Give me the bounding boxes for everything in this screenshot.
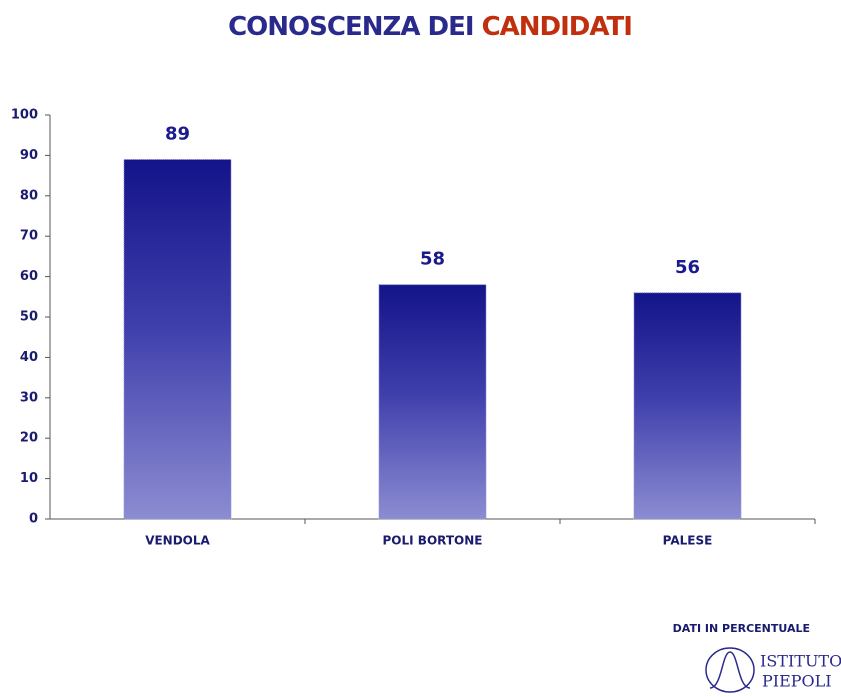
logo-line1: ISTITUTO [760, 652, 841, 671]
y-tick-label: 80 [20, 188, 38, 203]
y-tick-label: 70 [20, 229, 38, 244]
y-tick-label: 10 [20, 471, 38, 486]
y-tick-label: 0 [29, 512, 38, 527]
x-tick-label: POLI BORTONE [383, 534, 483, 548]
y-tick-label: 90 [20, 148, 38, 163]
title-highlight: CANDIDATI [482, 12, 632, 42]
y-tick-label: 30 [20, 390, 38, 405]
bar [123, 158, 232, 520]
x-tick-label: VENDOLA [145, 534, 210, 548]
value-label: 89 [165, 123, 190, 144]
logo: ISTITUTO PIEPOLI [705, 647, 841, 693]
title-main: CONOSCENZA DEI [228, 12, 473, 42]
value-label: 56 [675, 257, 700, 278]
logo-line2: PIEPOLI [762, 672, 832, 691]
y-tick-label: 50 [20, 310, 38, 325]
y-tick-label: 20 [20, 431, 38, 446]
y-tick-label: 60 [20, 269, 38, 284]
chart-title: CONOSCENZA DEI CANDIDATI [228, 12, 632, 42]
y-tick-label: 40 [20, 350, 38, 365]
y-tick-label: 100 [11, 108, 38, 123]
logo-ring [705, 647, 755, 693]
value-label: 58 [420, 249, 445, 270]
logo-curve [709, 651, 751, 689]
bar [378, 284, 487, 520]
note: DATI IN PERCENTUALE [673, 622, 810, 635]
bar [633, 292, 742, 520]
x-tick-label: PALESE [663, 534, 713, 548]
